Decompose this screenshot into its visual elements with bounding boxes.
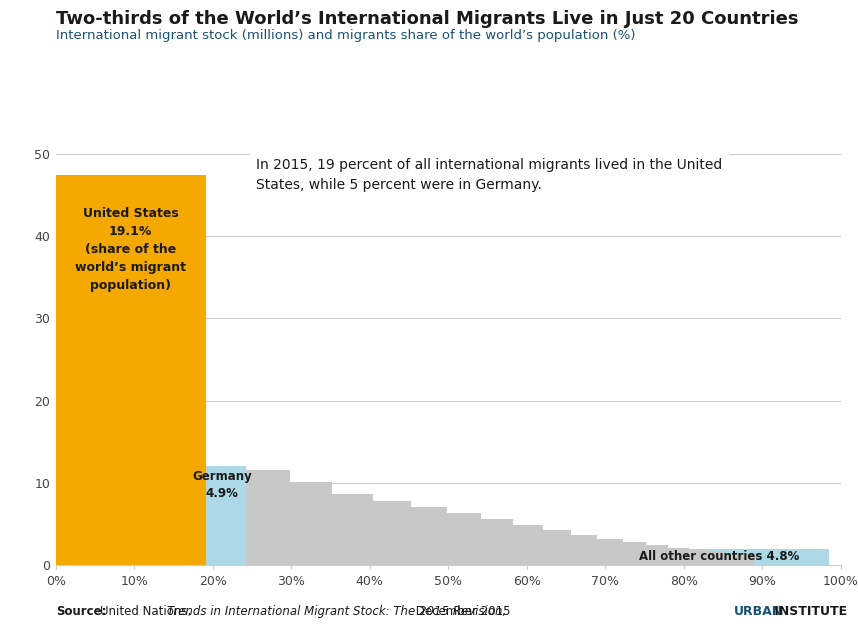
Text: International migrant stock (millions) and migrants share of the world’s populat: International migrant stock (millions) a… <box>56 29 635 42</box>
Text: Trends in International Migrant Stock: The 2015 Revision,: Trends in International Migrant Stock: T… <box>167 605 506 618</box>
Text: United Nations,: United Nations, <box>100 605 196 618</box>
Text: Germany
4.9%: Germany 4.9% <box>192 471 251 501</box>
Text: All other countries 4.8%: All other countries 4.8% <box>639 550 800 563</box>
Text: December 2015: December 2015 <box>412 605 511 618</box>
Text: United States
19.1%
(share of the
world’s migrant
population): United States 19.1% (share of the world’… <box>76 207 186 293</box>
Text: In 2015, 19 percent of all international migrants lived in the United
States, wh: In 2015, 19 percent of all international… <box>256 158 722 192</box>
Text: Source:: Source: <box>56 605 106 618</box>
Text: Two-thirds of the World’s International Migrants Live in Just 20 Countries: Two-thirds of the World’s International … <box>56 10 798 28</box>
Text: URBAN: URBAN <box>734 605 782 618</box>
Text: INSTITUTE: INSTITUTE <box>770 605 848 618</box>
